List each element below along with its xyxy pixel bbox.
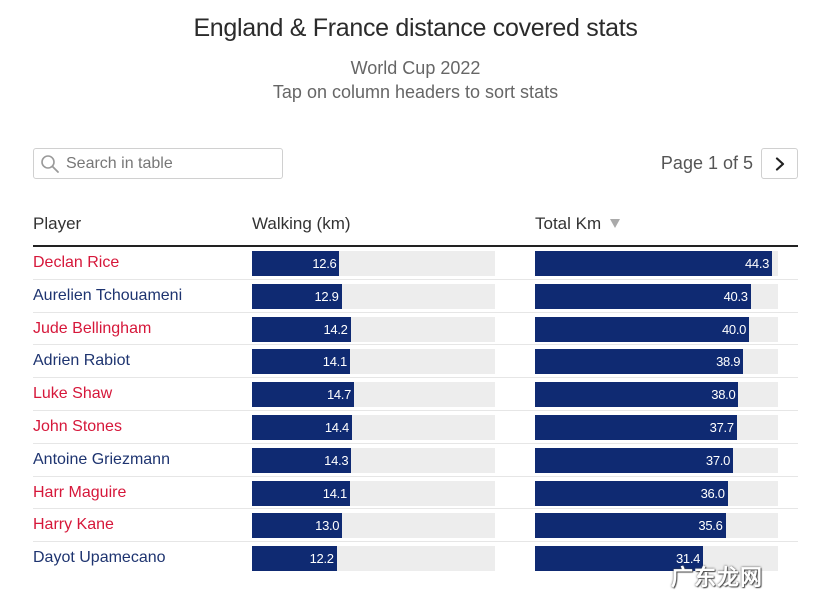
column-header-player-label: Player (33, 214, 82, 233)
player-name: Aurelien Tchouameni (33, 286, 183, 304)
walking-bar-track: 14.1 (252, 480, 495, 506)
player-name: Adrien Rabiot (33, 352, 130, 370)
player-name: John Stones (33, 417, 122, 435)
walking-bar: 14.4 (252, 414, 352, 440)
walking-bar: 13.0 (252, 513, 343, 539)
column-header-total[interactable]: Total Km (535, 214, 621, 234)
column-header-player[interactable]: Player (33, 214, 81, 234)
total-bar: 40.0 (535, 316, 750, 342)
walking-value: 12.9 (314, 288, 339, 304)
total-bar: 35.6 (535, 513, 726, 539)
player-name: Dayot Upamecano (33, 549, 166, 567)
table-row: Adrien Rabiot 14.1 38.9 (33, 345, 798, 379)
walking-bar: 12.6 (252, 251, 340, 276)
pagination-label: Page 1 of 5 (660, 153, 753, 173)
walking-value: 14.3 (324, 452, 349, 468)
walking-bar-track: 14.7 (252, 382, 495, 408)
player-name: Antoine Griezmann (33, 450, 170, 468)
total-bar: 44.3 (535, 251, 773, 276)
walking-bar-track: 14.4 (252, 414, 495, 440)
table-row: Declan Rice 12.6 44.3 (33, 247, 798, 280)
walking-bar-track: 12.6 (252, 251, 495, 276)
walking-value: 12.2 (309, 551, 334, 567)
column-header-walking[interactable]: Walking (km) (252, 214, 351, 234)
header-divider (33, 245, 798, 247)
total-bar-track: 35.6 (535, 513, 778, 539)
player-name: Declan Rice (33, 254, 120, 271)
total-bar-track: 31.4 (535, 546, 778, 572)
search-input[interactable] (66, 150, 278, 177)
search-box[interactable] (33, 148, 283, 179)
total-bar-track: 40.0 (535, 316, 778, 342)
total-value: 35.6 (698, 518, 723, 534)
walking-bar-track: 12.9 (252, 283, 495, 309)
total-value: 37.7 (709, 419, 734, 435)
walking-value: 13.0 (315, 518, 340, 534)
table-row: Harr Maguire 14.1 36.0 (33, 477, 798, 510)
walking-bar: 12.2 (252, 546, 337, 572)
walking-value: 14.4 (324, 419, 349, 435)
table-row: Aurelien Tchouameni 12.9 40.3 (33, 280, 798, 313)
walking-bar: 12.9 (252, 283, 342, 309)
walking-bar-track: 14.2 (252, 316, 495, 342)
total-value: 38.9 (716, 354, 741, 370)
total-value: 37.0 (705, 452, 731, 468)
total-bar: 36.0 (535, 480, 728, 506)
table-row: Harry Kane 13.0 35.6 (33, 509, 798, 543)
stats-table-body: Declan Rice 12.6 44.3 Aurelien Tchouameni 12… (33, 247, 798, 575)
total-bar: 40.3 (535, 283, 751, 309)
table-row: Antoine Griezmann 14.3 37.0 (33, 444, 798, 477)
walking-value: 14.2 (323, 321, 348, 337)
total-bar: 31.4 (535, 546, 704, 572)
walking-bar: 14.1 (252, 480, 350, 506)
subtitle-competition: World Cup 2022 (350, 58, 481, 78)
chevron-right-icon (775, 156, 784, 171)
subtitle-instructions: Tap on column headers to sort stats (272, 82, 559, 102)
walking-bar: 14.1 (252, 349, 350, 375)
walking-value: 14.7 (326, 387, 352, 403)
table-row: John Stones 14.4 37.7 (33, 411, 798, 444)
total-bar: 38.9 (535, 349, 744, 375)
next-page-button[interactable] (761, 148, 798, 179)
player-name: Harr Maguire (33, 483, 127, 501)
total-value: 36.0 (700, 485, 725, 501)
walking-bar-track: 12.2 (252, 546, 495, 572)
total-bar: 38.0 (535, 382, 739, 408)
search-icon (41, 155, 59, 173)
player-name: Harry Kane (33, 516, 114, 534)
total-value: 44.3 (745, 256, 770, 271)
total-bar: 37.0 (535, 447, 734, 473)
walking-bar-track: 14.3 (252, 447, 495, 473)
total-bar-track: 44.3 (535, 251, 778, 276)
total-bar-track: 36.0 (535, 480, 778, 506)
total-bar: 37.7 (535, 414, 737, 440)
total-bar-track: 40.3 (535, 283, 778, 309)
table-row: Luke Shaw 14.7 38.0 (33, 378, 798, 411)
total-bar-track: 37.7 (535, 414, 778, 440)
walking-bar: 14.2 (252, 316, 351, 342)
sort-descending-icon (610, 219, 621, 229)
column-header-walking-label: Walking (km) (252, 214, 351, 233)
walking-value: 14.1 (322, 485, 347, 501)
total-bar-track: 37.0 (535, 447, 778, 473)
walking-value: 12.6 (312, 256, 337, 271)
table-row: Jude Bellingham 14.2 40.0 (33, 313, 798, 346)
watermark: 广东龙网 (671, 565, 764, 590)
player-name: Jude Bellingham (33, 319, 152, 337)
column-header-total-label: Total Km (535, 214, 602, 233)
walking-value: 14.1 (322, 354, 347, 370)
player-name: Luke Shaw (33, 385, 113, 403)
total-value: 31.4 (675, 551, 701, 567)
walking-bar: 14.3 (252, 447, 352, 473)
walking-bar: 14.7 (252, 382, 355, 408)
page-title: England & France distance covered stats (193, 14, 638, 42)
walking-bar-track: 13.0 (252, 513, 495, 539)
total-value: 40.3 (723, 288, 748, 304)
total-bar-track: 38.0 (535, 382, 778, 408)
table-row: Dayot Upamecano 12.2 31.4 (33, 542, 798, 575)
total-value: 38.0 (711, 387, 736, 403)
total-value: 40.0 (721, 321, 747, 337)
walking-bar-track: 14.1 (252, 349, 495, 375)
total-bar-track: 38.9 (535, 349, 778, 375)
